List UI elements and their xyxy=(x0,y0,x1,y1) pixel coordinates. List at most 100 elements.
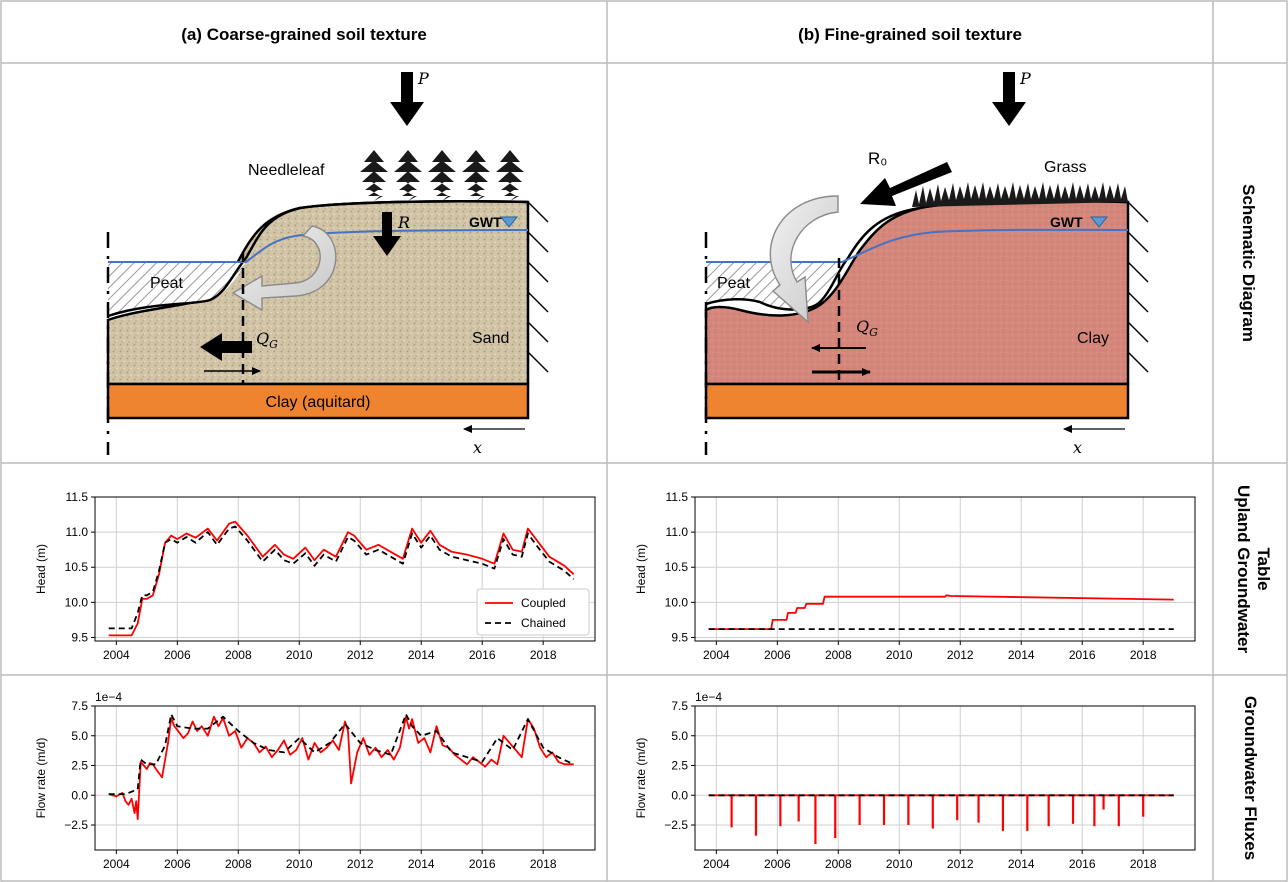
y-axis-label: Flow rate (m/d) xyxy=(34,738,48,819)
y-axis-label: Flow rate (m/d) xyxy=(634,738,648,819)
x-tick-label: 2006 xyxy=(164,857,191,871)
ground-surface xyxy=(107,200,529,318)
y-tick-label: 10.5 xyxy=(65,560,89,574)
y-tick-label: 5.0 xyxy=(671,729,688,743)
y-tick-label: 0.0 xyxy=(71,788,88,802)
peat-label-b: Peat xyxy=(717,275,750,292)
y-tick-label: 11.5 xyxy=(66,490,89,504)
x-tick-label: 2016 xyxy=(1069,857,1096,871)
peat-wedge xyxy=(108,262,246,316)
legend-label: Coupled xyxy=(521,596,566,610)
x-tick-label: 2014 xyxy=(1008,857,1035,871)
grass-label: Grass xyxy=(1044,159,1087,176)
x-tick-label: 2018 xyxy=(1130,648,1157,662)
plot-area xyxy=(108,520,575,637)
sand-label: Sand xyxy=(472,330,509,347)
x-tick-label: 2012 xyxy=(947,648,974,662)
gwt-label-b: GWT xyxy=(1050,214,1083,230)
head-chart-fine: 2004 2006 2008 2010 2012 2014 2016 2018 9.5 10.0 1… xyxy=(634,490,1196,662)
peat-wedge-b xyxy=(706,262,842,310)
y-tick-label: 5.0 xyxy=(71,729,88,743)
head-chart-coarse: 2004 2006 2008 2010 2012 2014 2016 2018 9.5 10.0 1… xyxy=(34,490,596,662)
chained-line xyxy=(108,713,575,795)
recharge-arrow xyxy=(373,212,401,256)
circulation-arrow-icon-b xyxy=(769,195,839,324)
plot-frame xyxy=(94,705,596,851)
coupled-line xyxy=(108,715,574,820)
plot-area xyxy=(108,713,575,820)
diagram-coarse: Clay (aquitard) Needleleaf P R GWT Peat … xyxy=(106,69,549,457)
circulation-arrow-icon xyxy=(231,225,337,312)
x-tick-label: 2014 xyxy=(408,857,435,871)
x-tick-label: 2006 xyxy=(764,857,791,871)
clay-label-b: Clay xyxy=(1077,330,1109,347)
header-col-b: (b) Fine-grained soil texture xyxy=(798,25,1022,44)
plot-frame xyxy=(94,496,596,642)
x-tick-label: 2008 xyxy=(225,648,252,662)
header-row-fluxes: Groundwater Fluxes xyxy=(1241,696,1260,860)
plot-frame xyxy=(694,496,1196,642)
x-tick-label: 2010 xyxy=(886,648,913,662)
y-scale-label: 1e−4 xyxy=(695,690,722,704)
x-tick-label: 2006 xyxy=(164,648,191,662)
y-tick-label: 2.5 xyxy=(671,759,688,773)
right-wall-hatch xyxy=(527,201,549,373)
runoff-arrow xyxy=(860,162,952,206)
x-tick-label: 2012 xyxy=(347,648,374,662)
x-tick-label: 2018 xyxy=(530,648,557,662)
x-tick-label: 2008 xyxy=(225,857,252,871)
x-tick-label: 2012 xyxy=(947,857,974,871)
y-tick-label: 0.0 xyxy=(671,788,688,802)
aquitard-layer xyxy=(106,382,530,420)
precip-label: P xyxy=(417,69,429,88)
y-tick-label: 11.0 xyxy=(66,525,89,539)
x-tick-label: 2004 xyxy=(703,648,730,662)
y-scale-label: 1e−4 xyxy=(95,690,122,704)
x-tick-label: 2006 xyxy=(764,648,791,662)
needleleaf-label: Needleleaf xyxy=(248,162,325,179)
header-row-schematic: Schematic Diagram xyxy=(1239,184,1258,342)
qg-label: QG xyxy=(256,329,278,351)
x-tick-label: 2010 xyxy=(886,857,913,871)
x-tick-label: 2004 xyxy=(103,857,130,871)
y-tick-label: 7.5 xyxy=(671,699,688,713)
x-tick-label: 2010 xyxy=(286,857,313,871)
y-tick-label: 9.5 xyxy=(671,630,688,644)
flux-chart-fine: 2004 2006 2008 2010 2012 2014 2016 2018 −2.5 0.0 2… xyxy=(634,690,1196,871)
precip-arrow xyxy=(390,72,424,126)
plot-area xyxy=(708,594,1174,630)
x-tick-label: 2016 xyxy=(469,857,496,871)
flux-chart-coarse: 2004 2006 2008 2010 2012 2014 2016 2018 −2.5 0.0 2… xyxy=(34,690,596,871)
y-tick-label: 10.0 xyxy=(65,595,89,609)
diagram-fine: Grass P R₀ GWT Peat Clay QG x xyxy=(704,69,1149,457)
header-col-a: (a) Coarse-grained soil texture xyxy=(181,25,427,44)
qg-label-b: QG xyxy=(856,317,878,339)
chained-line xyxy=(108,525,575,630)
x-tick-label: 2008 xyxy=(825,857,852,871)
y-tick-label: −2.5 xyxy=(64,818,88,832)
header-row-upland-1: Upland Groundwater xyxy=(1234,485,1253,654)
x-tick-label: 2018 xyxy=(530,857,557,871)
x-tick-label: 2004 xyxy=(703,857,730,871)
coupled-line xyxy=(108,520,575,637)
y-tick-label: −2.5 xyxy=(664,818,688,832)
y-tick-label: 10.5 xyxy=(665,560,689,574)
x-tick-label: 2010 xyxy=(286,648,313,662)
x-tick-label: 2014 xyxy=(1008,648,1035,662)
right-wall-hatch-b xyxy=(1127,201,1149,373)
x-tick-label: 2018 xyxy=(1130,857,1157,871)
y-tick-label: 7.5 xyxy=(71,699,88,713)
y-tick-label: 2.5 xyxy=(71,759,88,773)
y-axis-label: Head (m) xyxy=(34,544,48,594)
y-tick-label: 9.5 xyxy=(71,630,88,644)
precip-label-b: P xyxy=(1019,69,1031,88)
coupled-line xyxy=(708,594,1174,630)
y-axis-label: Head (m) xyxy=(634,544,648,594)
legend-label: Chained xyxy=(521,616,566,630)
gwt-label: GWT xyxy=(469,214,502,230)
x-tick-label: 2012 xyxy=(347,857,374,871)
recharge-label: R xyxy=(397,213,410,232)
x-tick-label: 2016 xyxy=(1069,648,1096,662)
